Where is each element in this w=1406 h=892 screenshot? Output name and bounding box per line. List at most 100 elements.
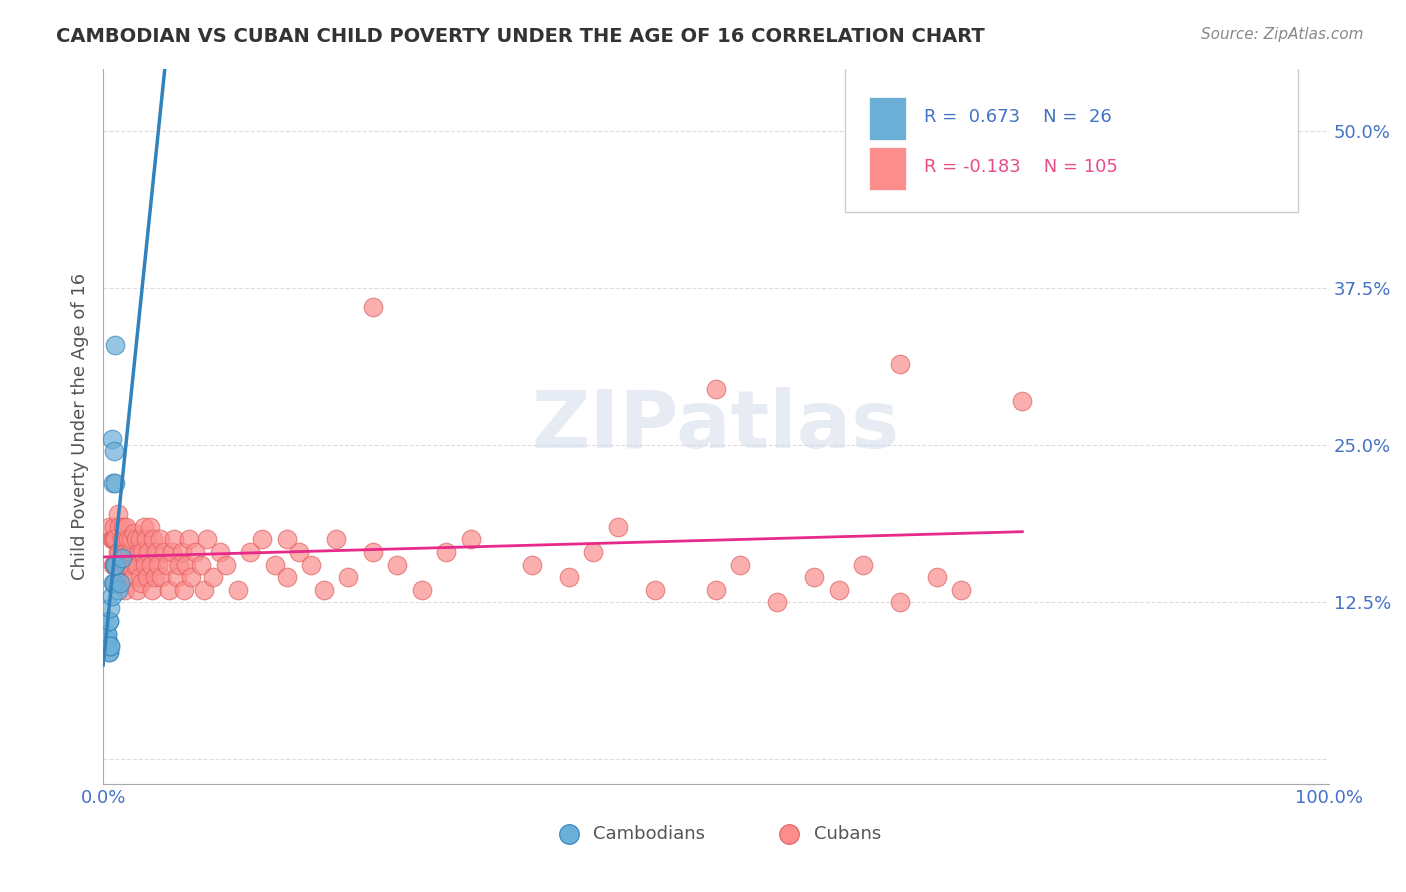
Point — [127, 558, 149, 572]
Point — [96, 632, 118, 647]
Point — [104, 576, 127, 591]
Point — [136, 570, 159, 584]
Point — [387, 558, 409, 572]
Point — [644, 582, 666, 597]
Point — [108, 570, 131, 584]
Point — [114, 533, 136, 547]
Point — [129, 533, 152, 547]
Point — [950, 582, 973, 597]
Point — [100, 589, 122, 603]
Point — [108, 520, 131, 534]
Point — [127, 582, 149, 597]
Point — [117, 558, 139, 572]
Point — [704, 382, 727, 396]
Point — [239, 545, 262, 559]
Point — [104, 558, 127, 572]
Point — [263, 558, 285, 572]
Point — [104, 338, 127, 352]
Y-axis label: Child Poverty Under the Age of 16: Child Poverty Under the Age of 16 — [72, 273, 89, 580]
Text: Source: ZipAtlas.com: Source: ZipAtlas.com — [1201, 27, 1364, 42]
Point — [134, 558, 156, 572]
Point — [101, 533, 124, 547]
Point — [96, 632, 118, 647]
Point — [110, 551, 132, 566]
Point — [138, 520, 160, 534]
Point — [100, 601, 122, 615]
Point — [104, 533, 127, 547]
Point — [411, 582, 433, 597]
Point — [98, 520, 121, 534]
Point — [141, 582, 163, 597]
Point — [208, 545, 231, 559]
FancyBboxPatch shape — [869, 147, 905, 190]
Point — [120, 545, 142, 559]
FancyBboxPatch shape — [869, 97, 905, 140]
Point — [129, 576, 152, 591]
Point — [361, 300, 384, 314]
Point — [115, 545, 138, 559]
Point — [96, 632, 118, 647]
Point — [124, 558, 146, 572]
Point — [103, 444, 125, 458]
Point — [558, 840, 581, 855]
Point — [157, 582, 180, 597]
Point — [889, 357, 911, 371]
Point — [100, 639, 122, 653]
Point — [148, 558, 170, 572]
Point — [148, 533, 170, 547]
Point — [114, 558, 136, 572]
Point — [779, 840, 801, 855]
Point — [122, 526, 145, 541]
Point — [558, 570, 581, 584]
Point — [276, 570, 298, 584]
Point — [156, 558, 179, 572]
Point — [180, 570, 202, 584]
Point — [121, 570, 143, 584]
Point — [96, 632, 118, 647]
FancyBboxPatch shape — [845, 54, 1298, 211]
Point — [288, 545, 311, 559]
Point — [103, 520, 125, 534]
Point — [827, 582, 849, 597]
Point — [138, 545, 160, 559]
Point — [337, 570, 360, 584]
Point — [98, 614, 121, 628]
Point — [139, 558, 162, 572]
Point — [107, 558, 129, 572]
Point — [98, 645, 121, 659]
Text: CAMBODIAN VS CUBAN CHILD POVERTY UNDER THE AGE OF 16 CORRELATION CHART: CAMBODIAN VS CUBAN CHILD POVERTY UNDER T… — [56, 27, 986, 45]
Point — [112, 545, 135, 559]
Point — [100, 533, 122, 547]
Point — [925, 570, 948, 584]
Point — [184, 545, 207, 559]
Point — [115, 520, 138, 534]
Point — [118, 558, 141, 572]
Point — [125, 533, 148, 547]
Point — [704, 582, 727, 597]
Point — [103, 576, 125, 591]
Point — [131, 545, 153, 559]
Point — [96, 626, 118, 640]
Point — [98, 645, 121, 659]
Point — [163, 533, 186, 547]
Point — [104, 558, 127, 572]
Text: Cambodians: Cambodians — [593, 825, 706, 843]
Point — [110, 576, 132, 591]
Point — [193, 582, 215, 597]
Point — [215, 558, 238, 572]
Point — [1011, 394, 1033, 409]
Point — [145, 545, 167, 559]
Point — [195, 533, 218, 547]
Point — [103, 533, 125, 547]
Point — [107, 508, 129, 522]
Point — [167, 558, 190, 572]
Point — [176, 558, 198, 572]
Point — [128, 545, 150, 559]
Point — [190, 558, 212, 572]
Point — [177, 533, 200, 547]
Text: ZIPatlas: ZIPatlas — [531, 387, 900, 466]
Point — [143, 570, 166, 584]
Point — [434, 545, 457, 559]
Point — [132, 520, 155, 534]
Point — [252, 533, 274, 547]
